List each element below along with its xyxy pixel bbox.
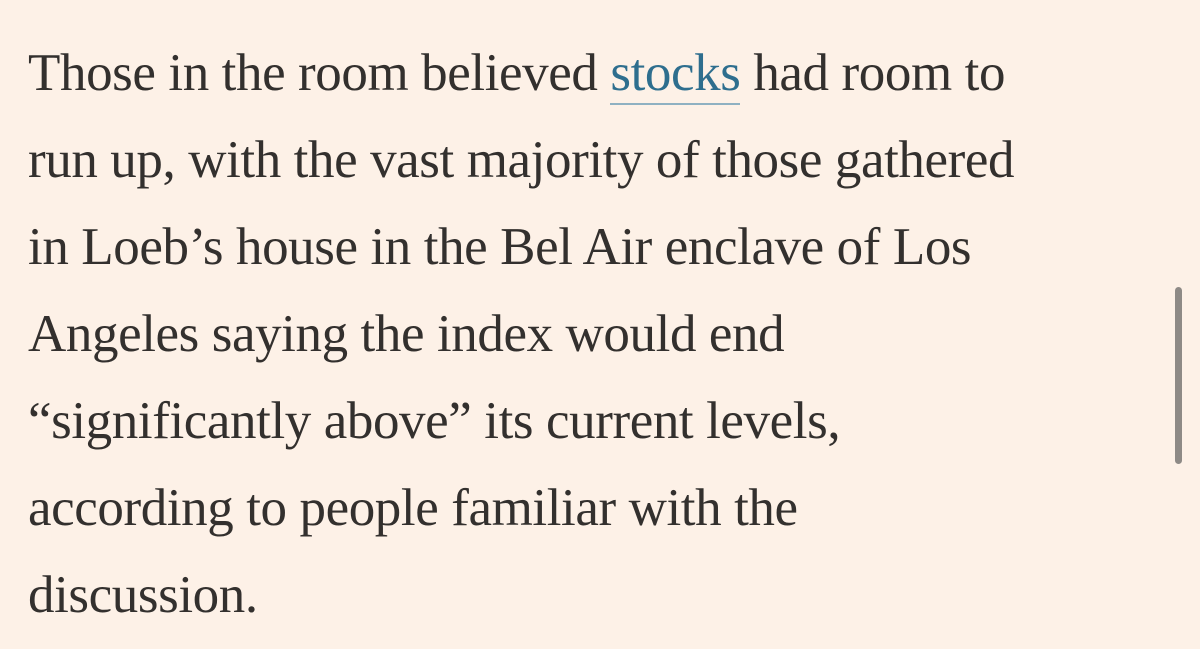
paragraph-line: according to people familiar with the — [28, 479, 798, 537]
article-paragraph: Those in the room believed stocks had ro… — [28, 30, 1178, 639]
line-text-before-link: Those in the room believed — [28, 44, 611, 102]
paragraph-line: Angeles saying the index would end — [28, 305, 785, 363]
paragraph-line: Those in the room believed stocks had ro… — [28, 30, 1178, 117]
paragraph-line: discussion. — [28, 566, 258, 624]
scrollbar-thumb[interactable] — [1175, 287, 1182, 464]
paragraph-line: in Loeb’s house in the Bel Air enclave o… — [28, 218, 972, 276]
paragraph-line: run up, with the vast majority of those … — [28, 131, 1015, 189]
stocks-link[interactable]: stocks — [610, 44, 741, 105]
line-text-after-link: had room to — [740, 44, 1006, 102]
paragraph-line: “significantly above” its current levels… — [28, 392, 841, 450]
